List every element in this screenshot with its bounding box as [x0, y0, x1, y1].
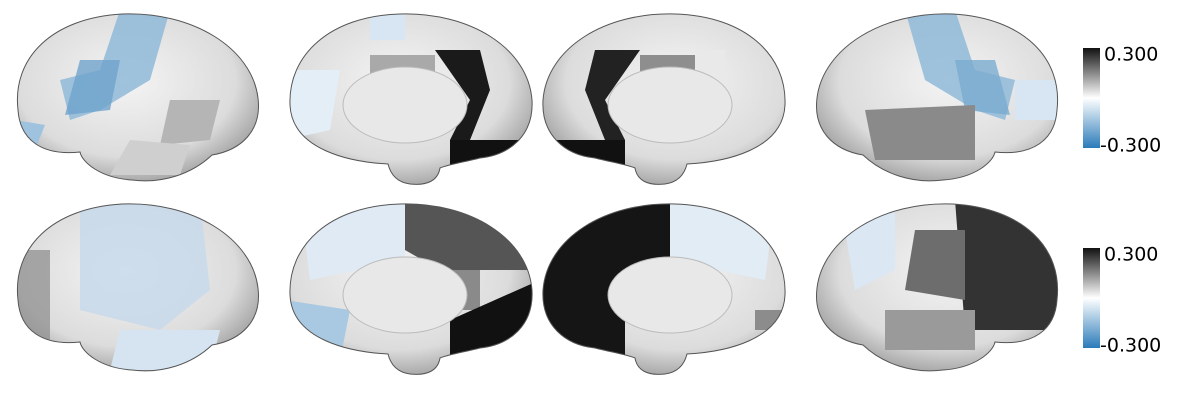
brain-medial [289, 13, 533, 185]
colorbar-min-label: -0.300 [1100, 135, 1161, 157]
colorbar-min-label: -0.300 [1100, 335, 1161, 357]
colorbar-max-label: 0.300 [1104, 244, 1158, 266]
colorbar [1083, 248, 1100, 348]
brain-medial [542, 13, 786, 185]
brain-lateral [16, 203, 260, 372]
brain-lateral [815, 203, 1059, 372]
colorbar [1083, 48, 1100, 148]
brain-medial [289, 203, 533, 375]
brain-medial [542, 203, 786, 375]
brain-lateral [815, 13, 1059, 182]
brain-lateral [16, 13, 260, 182]
colorbar-max-label: 0.300 [1104, 44, 1158, 66]
